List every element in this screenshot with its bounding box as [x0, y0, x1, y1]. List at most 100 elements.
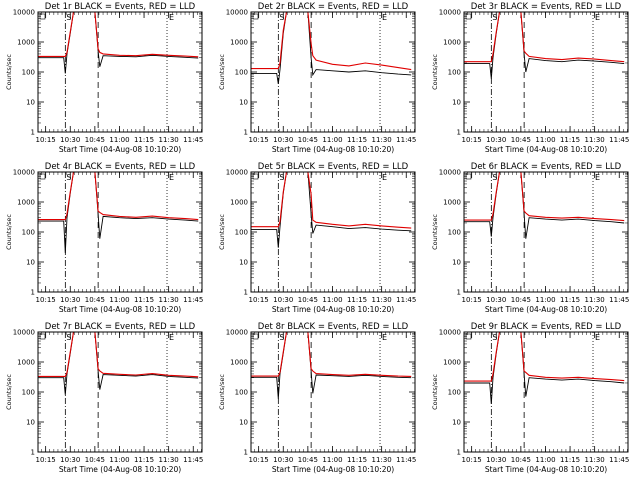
x-tick-label: 10:45 [511, 296, 531, 304]
plot-frame [463, 331, 629, 453]
x-tick-label: 10:30 [273, 456, 293, 464]
chart-title: Det 3r BLACK = Events, RED = LLD [471, 2, 622, 12]
y-axis-label: Counts/sec [218, 214, 226, 250]
chart-panel-8: Det 8r BLACK = Events, RED = LLD Counts/s… [218, 322, 416, 474]
chart-panel-3: Det 3r BLACK = Events, RED = LLD Counts/s… [431, 2, 629, 154]
marker-label-e: E [382, 173, 387, 182]
x-tick-label: 11:15 [347, 456, 367, 464]
y-axis-label: Counts/sec [218, 54, 226, 90]
x-tick-label: 11:45 [609, 136, 629, 144]
chart-title: Det 6r BLACK = Events, RED = LLD [471, 162, 622, 172]
marker-label-e: E [382, 13, 387, 22]
corner-marker-box [39, 333, 46, 340]
x-tick-label: 11:30 [372, 136, 392, 144]
corner-marker-box [39, 13, 46, 20]
x-tick-label: 11:00 [535, 296, 555, 304]
series-group [38, 12, 199, 74]
x-tick-label: 10:45 [511, 136, 531, 144]
x-axis-label: Start Time (04-Aug-08 10:10:20) [485, 145, 607, 154]
x-tick-label: 10:30 [60, 136, 80, 144]
plot-frame [37, 11, 203, 133]
marker-label-s: S [492, 173, 497, 182]
y-tick-label: 100 [22, 389, 35, 397]
y-tick-label: 1 [457, 129, 461, 137]
x-tick-label: 11:30 [585, 456, 605, 464]
x-tick-label: 10:30 [486, 456, 506, 464]
x-tick-label: 10:45 [85, 296, 105, 304]
marker-label-e: E [169, 13, 174, 22]
marker-label-s: S [492, 13, 497, 22]
y-tick-label: 10000 [439, 169, 461, 177]
marker-label-e: E [382, 333, 387, 342]
marker-label-e: E [595, 13, 600, 22]
y-tick-label: 10000 [226, 169, 248, 177]
marker-label-e: E [595, 173, 600, 182]
x-tick-label: 10:15 [462, 456, 482, 464]
x-tick-label: 10:15 [249, 136, 269, 144]
y-tick-label: 1 [244, 289, 248, 297]
lld-series-line [38, 332, 199, 378]
chart-panel-6: Det 6r BLACK = Events, RED = LLD Counts/s… [431, 162, 629, 314]
marker-label-s: S [66, 13, 71, 22]
x-tick-label: 10:15 [36, 136, 56, 144]
corner-marker-box [39, 173, 46, 180]
plot-frame [250, 11, 416, 133]
corner-marker-box [465, 13, 472, 20]
x-tick-label: 10:45 [298, 136, 318, 144]
chart-panel-4: Det 4r BLACK = Events, RED = LLD Counts/s… [5, 162, 203, 314]
x-tick-label: 10:15 [462, 296, 482, 304]
events-series-line [38, 172, 199, 254]
lld-series-line [464, 332, 625, 382]
chart-panel-7: Det 7r BLACK = Events, RED = LLD Counts/s… [5, 322, 203, 474]
series-group [38, 332, 199, 395]
series-group [251, 172, 412, 248]
events-series-line [38, 332, 199, 395]
y-tick-label: 1 [457, 449, 461, 457]
y-tick-label: 10000 [13, 9, 35, 17]
chart-panel-1: Det 1r BLACK = Events, RED = LLD Counts/s… [5, 2, 203, 154]
plot-frame [250, 331, 416, 453]
y-tick-label: 1000 [17, 199, 35, 207]
marker-label-e: E [595, 333, 600, 342]
y-tick-label: 10 [452, 259, 461, 267]
y-axis-label: Counts/sec [431, 214, 439, 250]
x-tick-label: 11:00 [322, 136, 342, 144]
chart-panel-9: Det 9r BLACK = Events, RED = LLD Counts/s… [431, 322, 629, 474]
x-tick-label: 11:15 [560, 296, 580, 304]
y-axis-label: Counts/sec [5, 214, 13, 250]
chart-title: Det 4r BLACK = Events, RED = LLD [45, 162, 196, 172]
y-tick-label: 1000 [230, 359, 248, 367]
corner-marker-box [465, 333, 472, 340]
chart-title: Det 7r BLACK = Events, RED = LLD [45, 322, 196, 332]
x-tick-label: 10:30 [273, 296, 293, 304]
plot-frame [250, 171, 416, 293]
y-tick-label: 10 [239, 99, 248, 107]
lld-series-line [251, 12, 412, 71]
x-tick-label: 10:30 [60, 296, 80, 304]
y-tick-label: 100 [235, 229, 248, 237]
lld-series-line [38, 12, 199, 58]
y-tick-label: 1000 [443, 39, 461, 47]
x-tick-label: 10:15 [36, 456, 56, 464]
y-axis-label: Counts/sec [431, 374, 439, 410]
events-series-line [251, 12, 412, 84]
marker-label-e: E [169, 173, 174, 182]
y-tick-label: 1 [244, 129, 248, 137]
y-tick-label: 10 [452, 419, 461, 427]
chart-title: Det 8r BLACK = Events, RED = LLD [258, 322, 409, 332]
series-group [464, 172, 625, 239]
x-tick-label: 10:15 [249, 296, 269, 304]
x-tick-label: 11:45 [183, 456, 203, 464]
x-tick-label: 11:45 [609, 296, 629, 304]
x-axis-label: Start Time (04-Aug-08 10:10:20) [59, 465, 181, 474]
x-tick-label: 11:45 [183, 136, 203, 144]
x-tick-label: 11:45 [396, 296, 416, 304]
y-axis-label: Counts/sec [218, 374, 226, 410]
x-tick-label: 11:15 [560, 456, 580, 464]
events-series-line [38, 12, 199, 74]
x-tick-label: 11:15 [134, 296, 154, 304]
x-tick-label: 11:30 [159, 136, 179, 144]
x-tick-label: 11:00 [109, 296, 129, 304]
events-series-line [251, 172, 412, 248]
